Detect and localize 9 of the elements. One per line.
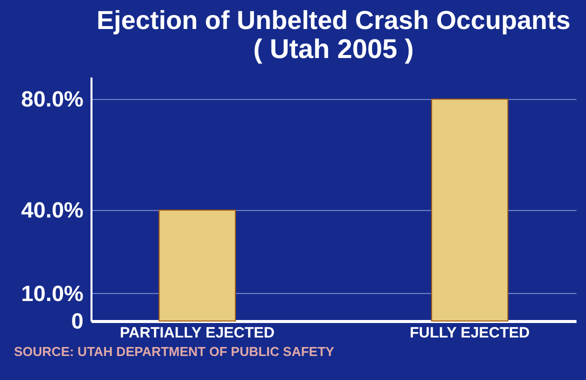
y-tick-label: 40.0% [21, 198, 84, 223]
y-tick-label: 0 [71, 308, 84, 334]
chart-subtitle: ( Utah 2005 ) [253, 34, 414, 64]
x-tick-label: FULLY EJECTED [410, 324, 530, 342]
source-note: SOURCE: UTAH DEPARTMENT OF PUBLIC SAFETY [14, 344, 334, 359]
chart-title: Ejection of Unbelted Crash Occupants [96, 5, 570, 35]
x-tick-label: PARTIALLY EJECTED [120, 324, 275, 342]
y-tick-label: 10.0% [21, 280, 84, 306]
y-tick-label: 80.0% [21, 86, 84, 112]
